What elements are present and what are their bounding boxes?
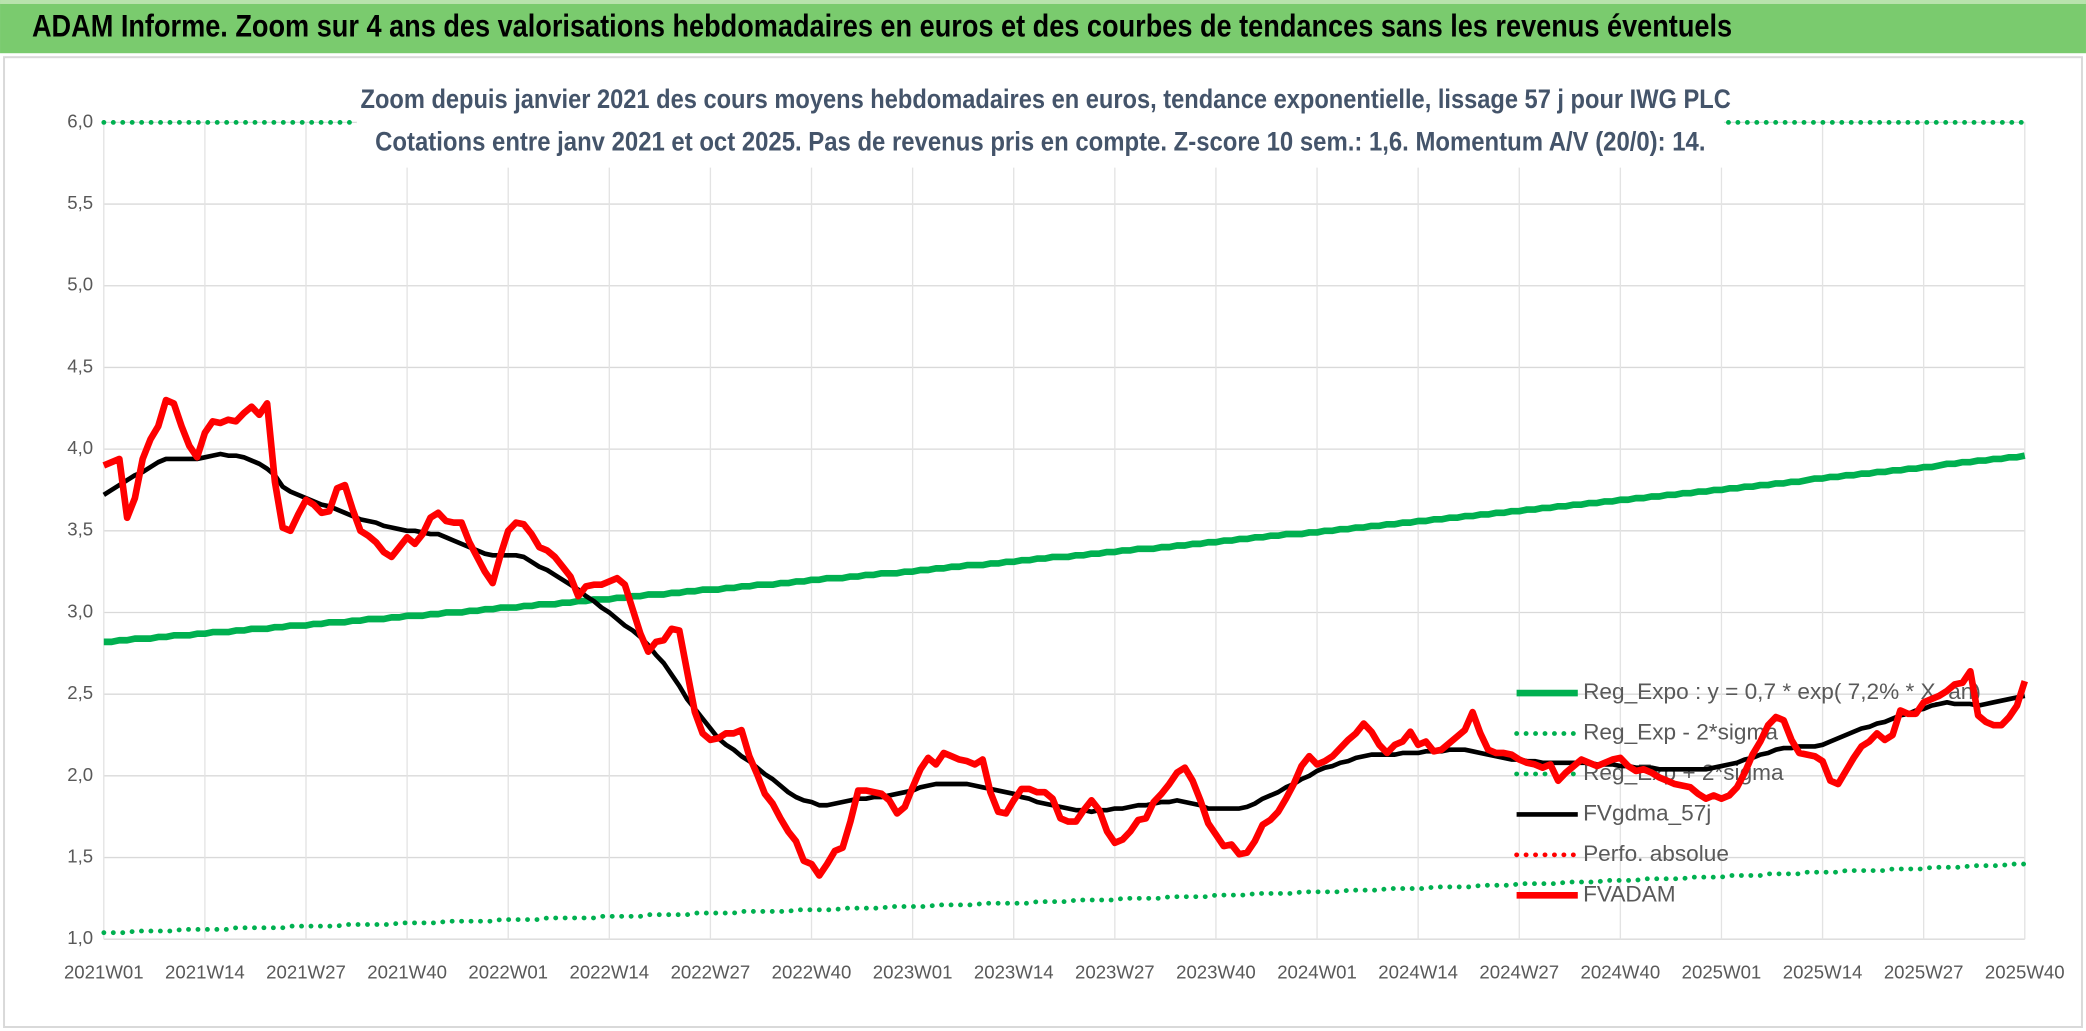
grid: 1,0 1,5 2,0 2,5 3,0 3,5 4,0 4,5 5,0 5,5 6,0 2021W01… (64, 110, 2065, 982)
header-bar (0, 0, 2086, 54)
x-tick-label: 2025W14 (1783, 962, 1863, 983)
y-tick-label: 1,0 (67, 927, 93, 948)
x-tick-label: 2025W27 (1884, 962, 1964, 983)
y-tick-label: 5,5 (67, 192, 93, 213)
x-tick-label: 2022W14 (569, 962, 649, 983)
x-tick-label: 2022W27 (671, 962, 751, 983)
y-tick-label: 1,5 (67, 845, 93, 866)
x-tick-label: 2024W14 (1378, 962, 1458, 983)
x-tick-label: 2023W14 (974, 962, 1054, 983)
x-tick-label: 2024W40 (1581, 962, 1661, 983)
y-tick-label: 3,0 (67, 600, 93, 621)
chart-frame (3, 56, 2083, 1029)
header-edge (0, 0, 2086, 4)
title-box (356, 77, 1725, 168)
x-tick-label: 2021W01 (64, 962, 144, 983)
x-tick-label: 2024W27 (1479, 962, 1559, 983)
header-title: ADAM Informe. Zoom sur 4 ans des valoris… (32, 7, 1732, 43)
x-tick-label: 2021W14 (165, 962, 245, 983)
y-tick-label: 3,5 (67, 519, 93, 540)
legend-label: FVgdma_57j (1583, 800, 1711, 825)
legend-label: FVADAM (1583, 881, 1676, 906)
x-tick-label: 2022W40 (772, 962, 852, 983)
x-tick-label: 2023W27 (1075, 962, 1155, 983)
chart-title: Zoom depuis janvier 2021 des cours moyen… (361, 84, 1731, 114)
x-tick-label: 2023W40 (1176, 962, 1256, 983)
y-tick-label: 5,0 (67, 274, 93, 295)
legend-label: Reg_Expo : y = 0,7 * exp( 7,2% * X_an) (1583, 679, 1981, 704)
y-tick-label: 2,0 (67, 764, 93, 785)
x-tick-label: 2021W40 (367, 962, 447, 983)
x-tick-label: 2023W01 (873, 962, 953, 983)
legend-label: Perfo. absolue (1583, 841, 1729, 866)
series-line (103, 452, 2026, 646)
x-tick-label: 2025W01 (1682, 962, 1762, 983)
legend-label: Reg_Exp - 2*sigma (1583, 720, 1778, 745)
y-tick-label: 4,5 (67, 355, 93, 376)
y-tick-label: 6,0 (67, 110, 93, 131)
series-line (102, 396, 2028, 879)
y-tick-label: 2,5 (67, 682, 93, 703)
y-tick-label: 4,0 (67, 437, 93, 458)
x-tick-label: 2022W01 (468, 962, 548, 983)
x-tick-label: 2021W27 (266, 962, 346, 983)
chart-subtitle: Cotations entre janv 2021 et oct 2025. P… (375, 127, 1705, 157)
series-line (101, 861, 2028, 936)
x-tick-label: 2024W01 (1277, 962, 1357, 983)
x-tick-label: 2025W40 (1985, 962, 2065, 983)
